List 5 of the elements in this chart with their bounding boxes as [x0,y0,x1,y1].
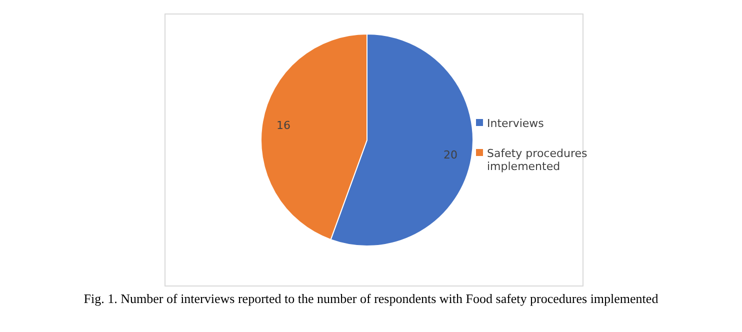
data-label: 16 [276,119,290,132]
data-label: 20 [444,148,458,162]
legend-label: Interviews [487,116,544,130]
caption: Fig. 1. Number of interviews reported to the number of respondents with Food safety procedures implemented [84,291,659,306]
legend-label: Safety procedures implemented [487,146,588,174]
